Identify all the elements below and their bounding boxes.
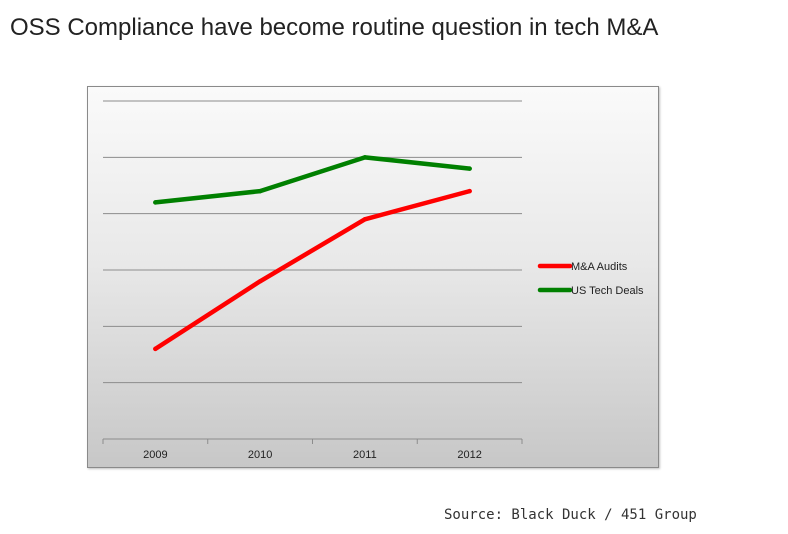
slide-title: OSS Compliance have become routine quest… [10, 14, 659, 41]
x-tick-label: 2010 [248, 449, 272, 461]
data-point [257, 188, 263, 194]
source-note: Source: Black Duck / 451 Group [444, 507, 697, 523]
x-tick-label: 2012 [457, 449, 481, 461]
x-tick-label: 2011 [353, 449, 377, 461]
series-line-1 [153, 155, 472, 205]
data-point [362, 155, 368, 160]
legend-label: M&A Audits [571, 261, 628, 273]
data-point [257, 279, 263, 284]
data-point [467, 188, 472, 194]
legend-label: US Tech Deals [571, 285, 644, 297]
data-point [153, 200, 158, 205]
data-point [467, 166, 472, 171]
chart-panel: 2009 2010 2011 2012 M&A Audits US Tech Deals [87, 86, 659, 468]
series-line-0 [153, 188, 472, 352]
data-point [362, 217, 368, 222]
x-tick-label: 2009 [143, 449, 167, 461]
data-point [153, 346, 158, 352]
line-chart: 2009 2010 2011 2012 M&A Audits US Tech Deals [102, 100, 644, 461]
